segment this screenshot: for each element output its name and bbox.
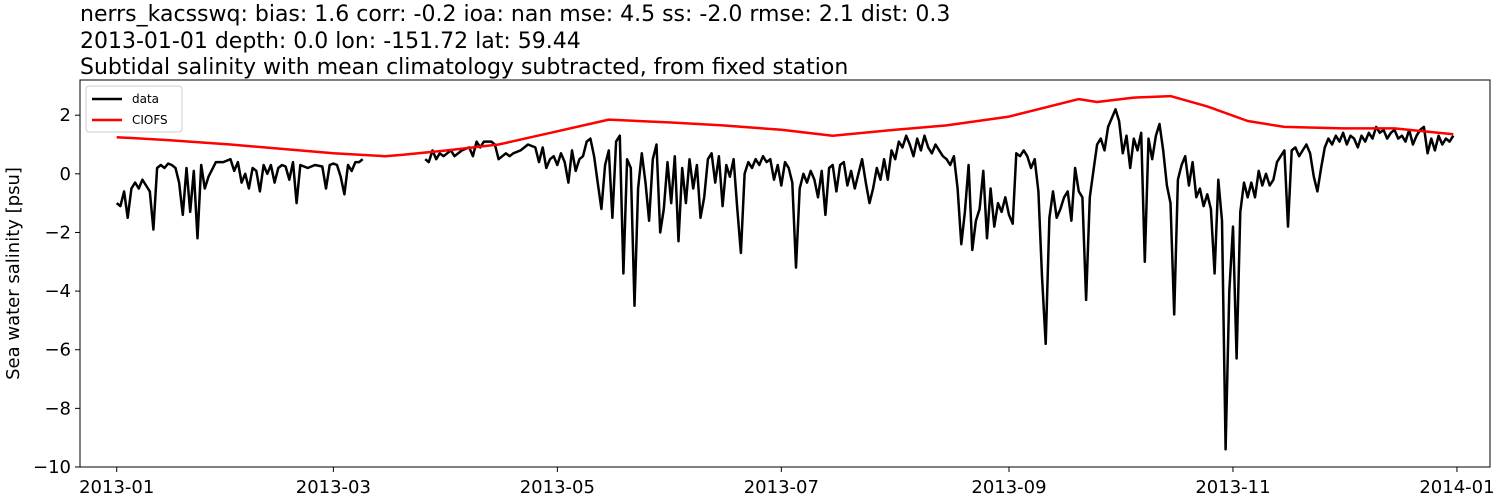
y-tick-label: −2 — [44, 222, 71, 243]
legend: data CIOFS — [85, 85, 183, 133]
series-line-ciofs-0 — [116, 94, 1454, 158]
x-tick-label: 2013-03 — [296, 477, 371, 498]
x-tick-label: 2013-07 — [744, 477, 819, 498]
ticks-layer: 2 0 −2 −4 −6 −8 −10 2013-01 2013-03 2013-05 2013-0… — [33, 105, 1495, 498]
legend-label-ciofs: CIOFS — [132, 113, 168, 127]
legend-label-data: data — [132, 92, 159, 106]
y-tick-label: −4 — [44, 281, 71, 302]
y-tick-label: 0 — [60, 164, 71, 185]
series-line-data-0 — [115, 157, 364, 240]
x-tick-label: 2013-05 — [520, 477, 595, 498]
x-tick-label: 2013-11 — [1195, 477, 1270, 498]
x-tick-label: 2013-09 — [971, 477, 1046, 498]
y-tick-label: −6 — [44, 340, 71, 361]
y-tick-label: −10 — [33, 457, 71, 478]
chart-title-metadata: 2013-01-01 depth: 0.0 lon: -151.72 lat: … — [80, 29, 581, 54]
y-tick-label: 2 — [60, 105, 71, 126]
chart-title-description: Subtidal salinity with mean climatology … — [80, 55, 849, 80]
series-layer — [115, 94, 1455, 451]
x-tick-label: 2014-01 — [1419, 477, 1494, 498]
chart-title-stats: nerrs_kacsswq: bias: 1.6 corr: -0.2 ioa:… — [80, 2, 951, 27]
x-tick-label: 2013-01 — [79, 477, 154, 498]
y-axis-label: Sea water salinity [psu] — [3, 167, 24, 380]
y-tick-label: −8 — [44, 398, 71, 419]
series-line-data-1 — [424, 108, 1455, 451]
axes-frame — [79, 79, 1491, 468]
